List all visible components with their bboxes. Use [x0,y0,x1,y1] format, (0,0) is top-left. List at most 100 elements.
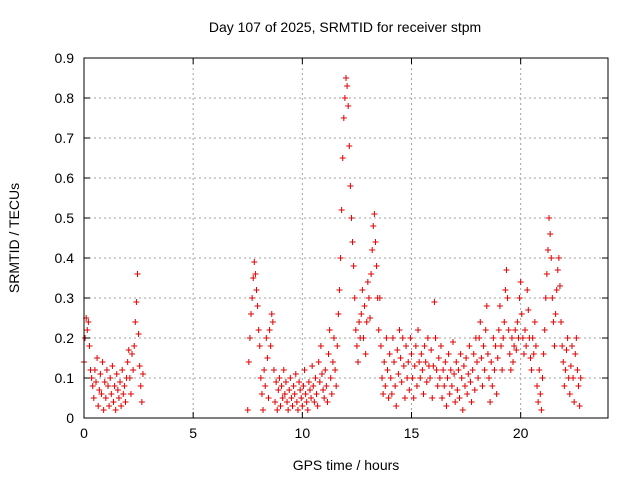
data-point [404,375,411,381]
data-point [327,375,334,381]
data-point [352,327,359,333]
data-point [444,375,451,381]
data-point [264,355,271,361]
y-axis-label: SRMTID / TECUs [6,183,22,293]
data-point [563,347,570,353]
data-point [495,327,502,333]
data-point [491,367,498,373]
data-point [300,383,307,389]
data-point [396,327,403,333]
data-point [355,359,362,365]
data-point [372,239,379,245]
data-point [138,399,145,405]
data-point [95,403,102,409]
data-point [544,247,551,253]
data-point [351,295,358,301]
data-point [482,327,489,333]
data-point [317,343,324,349]
data-point [321,395,328,401]
data-point [86,343,93,349]
data-point [263,335,270,341]
data-point [280,367,287,373]
data-point [337,255,344,261]
data-point [260,407,267,413]
y-tick-label: 0.9 [55,50,75,66]
data-point [437,343,444,349]
data-point [572,351,579,357]
data-point [416,359,423,365]
data-point [279,395,286,401]
data-point [377,343,384,349]
data-point [510,359,517,365]
data-point [481,367,488,373]
data-point [265,395,272,401]
data-point [571,399,578,405]
data-point [312,375,319,381]
data-point [97,371,104,377]
data-point [363,319,370,325]
data-point [347,183,354,189]
data-point [290,383,297,389]
data-point [503,267,510,273]
data-point [339,155,346,161]
data-point [560,359,567,365]
data-point [500,335,507,341]
data-point [576,403,583,409]
data-point [520,351,527,357]
data-point [131,343,138,349]
data-point [114,387,121,393]
data-point [484,351,491,357]
data-point [360,335,367,341]
x-tick-label: 0 [80,425,88,441]
data-point [93,379,100,385]
data-point [139,371,146,377]
data-point [511,343,518,349]
data-point [293,399,300,405]
data-point [483,303,490,309]
data-point [568,343,575,349]
data-point [350,263,357,269]
data-point [525,307,532,313]
y-tick-label: 0.7 [55,130,75,146]
data-point [254,303,261,309]
data-point [488,359,495,365]
data-point [333,383,340,389]
data-point [101,379,108,385]
data-point [258,391,265,397]
data-point [270,367,277,373]
data-point [353,343,360,349]
data-point [245,359,252,365]
data-point [274,407,281,413]
data-point [269,319,276,325]
data-point [479,383,486,389]
data-point [255,327,262,333]
data-point [284,399,291,405]
data-point [115,395,122,401]
data-point [119,367,126,373]
data-point [423,379,430,385]
data-point [292,371,299,377]
data-point [113,371,120,377]
data-point [299,403,306,409]
data-point [343,75,349,81]
data-point [508,335,515,341]
data-point [428,347,435,353]
data-point [517,279,524,285]
data-point [367,315,374,321]
data-point [446,391,453,397]
data-point [99,359,106,365]
data-point [470,351,477,357]
data-point [427,375,434,381]
data-point [137,383,144,389]
data-point [467,379,474,385]
data-point [91,367,98,373]
data-point [449,339,456,345]
data-point [492,343,499,349]
data-point [574,367,581,373]
data-point [261,367,268,373]
data-point [314,403,321,409]
data-point [564,335,571,341]
data-point [303,399,310,405]
data-point [487,399,494,405]
data-point [332,367,339,373]
